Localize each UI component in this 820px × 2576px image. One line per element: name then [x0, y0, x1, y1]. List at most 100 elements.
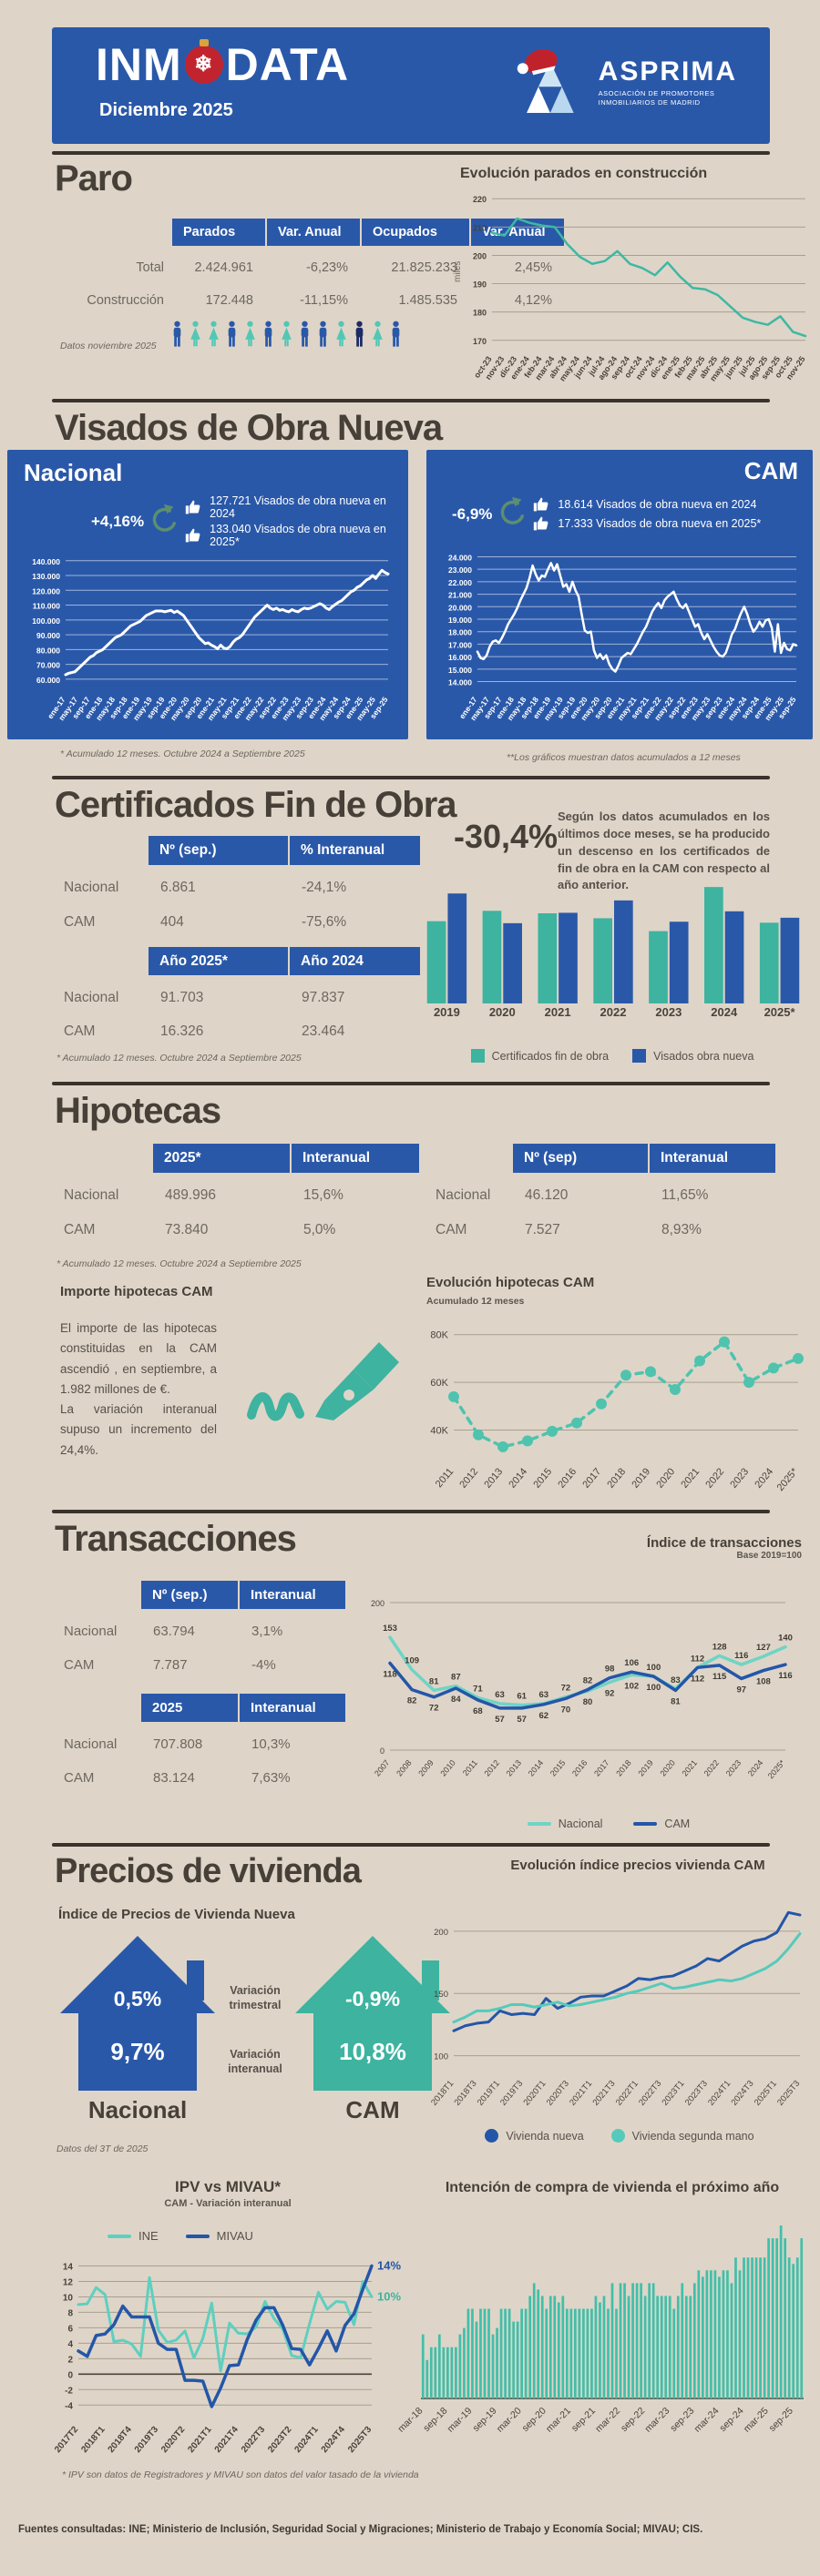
svg-text:2018T3: 2018T3	[452, 2079, 478, 2108]
cam-var-interanual: 10,8%	[339, 2038, 406, 2066]
row-label: CAM	[64, 1023, 96, 1039]
stat-line: 133.040 Visados de obra nueva en 2025*	[184, 523, 408, 548]
row-label: CAM	[64, 1657, 95, 1673]
svg-text:14.000: 14.000	[448, 678, 472, 687]
svg-text:150: 150	[434, 1990, 448, 2000]
female-person-icon	[209, 321, 219, 347]
visados-footnote-nacional: * Acumulado 12 meses. Octubre 2024 a Sep…	[60, 748, 305, 759]
svg-text:2015: 2015	[531, 1466, 554, 1490]
app-title: INM ❄ DATA	[96, 39, 349, 87]
fountain-pen-icon	[247, 1342, 399, 1421]
col-header: Interanual	[650, 1144, 775, 1173]
certificados-table-1: Nº (sep.) % Interanual Nacional 6.861 -2…	[56, 836, 421, 940]
ipv-footnote: * IPV son datos de Registradores y MIVAU…	[62, 2469, 419, 2480]
svg-text:40K: 40K	[430, 1426, 448, 1437]
svg-text:70: 70	[561, 1705, 571, 1715]
transacciones-chart-title: Índice de transacciones	[646, 1535, 802, 1551]
nacional-var-trimestral: 0,5%	[113, 1987, 162, 2011]
male-person-icon	[228, 321, 236, 347]
legend-swatch	[470, 1049, 485, 1063]
legend-item: CAM	[633, 1817, 690, 1830]
transacciones-chart-subtitle: Base 2019=100	[736, 1551, 802, 1561]
svg-text:180: 180	[473, 309, 487, 318]
house-nacional-label: Nacional	[87, 2096, 188, 2123]
svg-text:2023: 2023	[724, 1758, 743, 1778]
svg-text:140: 140	[778, 1634, 793, 1644]
visados-cam-chart: 14.000 15.000 16.000 17.000 18.000 19.000 20.0…	[448, 553, 798, 722]
sources-footer: Fuentes consultadas: INE; Ministerio de …	[18, 2524, 703, 2535]
svg-text:2018T1: 2018T1	[79, 2425, 108, 2455]
transacciones-table-1: Nº (sep.) Interanual Nacional 63.794 3,1…	[56, 1581, 346, 1682]
svg-text:170: 170	[473, 337, 487, 346]
row-label: Total	[136, 260, 164, 275]
cell: 2,45%	[514, 260, 552, 275]
svg-text:87: 87	[451, 1673, 461, 1683]
svg-text:2021: 2021	[681, 1758, 700, 1778]
svg-text:18.000: 18.000	[448, 628, 472, 637]
svg-text:2024T4: 2024T4	[320, 2425, 348, 2455]
svg-text:82: 82	[407, 1696, 417, 1706]
svg-text:mar-21: mar-21	[544, 2406, 573, 2435]
female-person-icon	[190, 321, 200, 347]
svg-text:22.000: 22.000	[448, 578, 472, 587]
male-person-icon	[264, 321, 272, 347]
cell: 4,12%	[514, 293, 552, 308]
precios-chart: 1001502002018T12018T32019T12019T32020T12…	[429, 1910, 802, 2108]
svg-text:2020: 2020	[658, 1758, 677, 1778]
cell: 7.787	[153, 1657, 188, 1673]
cell: 46.120	[525, 1187, 569, 1203]
svg-text:2020: 2020	[489, 1005, 516, 1019]
row-label: CAM	[64, 1770, 95, 1786]
col-header: Var. Anual	[471, 219, 564, 246]
thumbs-up-icon	[534, 497, 548, 512]
col-header: Año 2024	[290, 947, 420, 975]
svg-text:84: 84	[451, 1695, 461, 1705]
cell: 73.840	[165, 1222, 209, 1237]
svg-text:19.000: 19.000	[448, 616, 472, 625]
svg-text:2020T1: 2020T1	[521, 2079, 548, 2108]
svg-text:2024T1: 2024T1	[293, 2425, 322, 2455]
svg-text:140.000: 140.000	[32, 557, 60, 566]
svg-text:2019: 2019	[630, 1466, 652, 1490]
brand-block: INM ❄ DATA Diciembre 2025	[96, 39, 349, 121]
svg-text:100.000: 100.000	[32, 616, 60, 626]
svg-text:2023: 2023	[655, 1005, 682, 1019]
svg-text:106: 106	[624, 1658, 639, 1668]
svg-text:sep-22: sep-22	[619, 2406, 647, 2434]
cell: 23.464	[302, 1023, 345, 1039]
certificados-table-2: Año 2025* Año 2024 Nacional 91.703 97.83…	[56, 947, 421, 1048]
house-nacional-icon: 0,5% 9,7%	[60, 1936, 215, 2091]
svg-text:2017T2: 2017T2	[53, 2425, 81, 2455]
house-cam-icon: -0,9% 10,8%	[295, 1936, 450, 2091]
curved-arrow-icon	[152, 504, 177, 532]
svg-text:2022T3: 2022T3	[637, 2079, 663, 2108]
row-label: Nacional	[64, 1736, 118, 1752]
svg-text:100: 100	[646, 1663, 661, 1673]
svg-text:108: 108	[756, 1677, 771, 1687]
svg-text:61: 61	[517, 1692, 527, 1702]
svg-text:80.000: 80.000	[36, 646, 60, 655]
paro-table: Parados Var. Anual Ocupados Var. Anual T…	[75, 219, 565, 317]
svg-text:2022: 2022	[702, 1758, 722, 1778]
svg-text:2025*: 2025*	[764, 1005, 796, 1019]
header-banner: INM ❄ DATA Diciembre 2025 ASPRIMA ASOCIACI…	[52, 27, 770, 144]
certificados-paragraph: Según los datos acumulados en los último…	[558, 809, 770, 892]
svg-text:14%: 14%	[377, 2258, 401, 2272]
svg-text:2022T3: 2022T3	[240, 2425, 268, 2455]
cell: 97.837	[302, 989, 345, 1005]
svg-text:mar-19: mar-19	[446, 2406, 475, 2435]
svg-text:20.000: 20.000	[448, 603, 472, 612]
svg-text:210: 210	[473, 223, 487, 232]
cell: 2.424.961	[194, 260, 253, 275]
visados-cam-stats: -6,9% 18.614 Visados de obra nueva en 20…	[452, 494, 761, 535]
row-label: Nacional	[64, 1187, 119, 1203]
svg-text:200: 200	[473, 251, 487, 260]
house-cam-label: CAM	[345, 2096, 400, 2123]
svg-text:sep-19: sep-19	[470, 2406, 498, 2434]
svg-text:15.000: 15.000	[448, 666, 472, 675]
svg-text:2013: 2013	[482, 1466, 505, 1490]
certificados-legend: Certificados fin de obra Visados obra nu…	[412, 1049, 813, 1063]
